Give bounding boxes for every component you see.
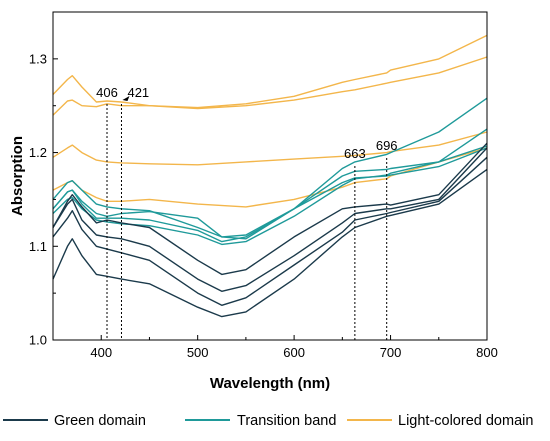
legend-label-light-colored-domain: Light-colored domain [398, 413, 533, 429]
plot-frame [52, 11, 488, 341]
x-tick-label: 800 [476, 345, 498, 360]
series-line-transition-band-5 [52, 97, 488, 238]
y-axis-title: Absorption [9, 136, 26, 216]
annotation-label-421: 421 [127, 85, 149, 100]
axis-layer: Wavelength (nm) Absorption 400 500 600 700 8… [9, 11, 498, 392]
annotation-label-406: 406 [96, 85, 118, 100]
annotation-layer: 406 421 663 696 [96, 85, 398, 340]
annotation-arrow-421 [122, 96, 130, 101]
series-line-transition-band-7 [52, 147, 488, 243]
legend-label-transition-band: Transition band [237, 413, 336, 429]
series-line-transition-band-8 [52, 145, 488, 246]
series-line-green-domain-9 [52, 142, 488, 276]
x-tick-label: 500 [187, 345, 209, 360]
series-line-transition-band-6 [52, 128, 488, 240]
series-line-light-colored-domain-3 [52, 131, 488, 166]
x-tick-label: 700 [380, 345, 402, 360]
series-line-green-domain-12 [52, 168, 488, 318]
y-tick-label: 1.0 [29, 333, 47, 348]
y-tick-label: 1.2 [29, 145, 47, 160]
y-tick-label: 1.3 [29, 51, 47, 66]
x-tick-label: 600 [283, 345, 305, 360]
series-line-green-domain-10 [52, 147, 488, 292]
legend: Green domain Transition band Light-colored… [3, 413, 533, 429]
legend-label-green-domain: Green domain [54, 413, 146, 429]
series-layer [52, 34, 488, 318]
x-tick-label: 400 [90, 345, 112, 360]
annotation-label-696: 696 [376, 138, 398, 153]
y-tick-label: 1.1 [29, 239, 47, 254]
series-line-green-domain-11 [52, 156, 488, 306]
x-axis-title: Wavelength (nm) [210, 375, 330, 392]
series-line-light-colored-domain-1 [52, 56, 488, 110]
annotation-label-663: 663 [344, 146, 366, 161]
series-line-light-colored-domain-2 [52, 34, 488, 116]
